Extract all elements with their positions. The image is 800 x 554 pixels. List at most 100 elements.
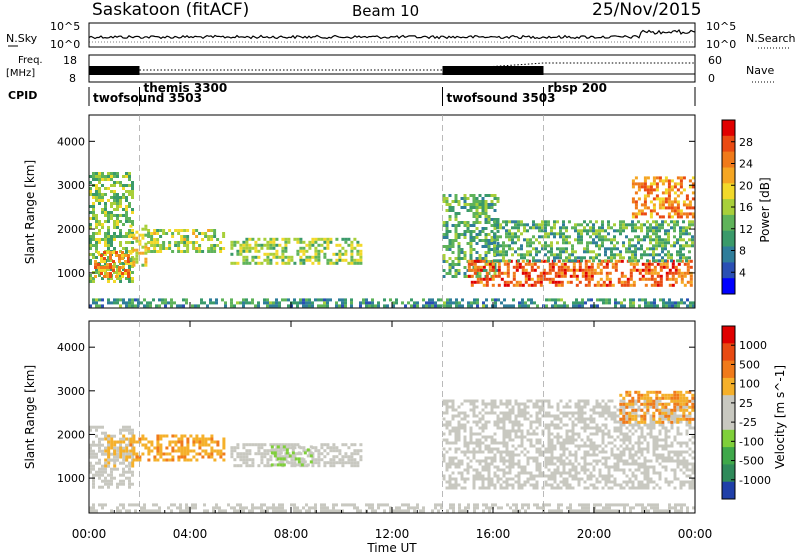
data-cell <box>92 211 95 214</box>
data-cell <box>536 280 540 284</box>
data-cell <box>634 411 638 415</box>
data-cell <box>499 259 502 263</box>
data-cell <box>523 253 526 257</box>
data-cell <box>299 452 303 456</box>
data-cell <box>502 438 506 442</box>
data-cell <box>595 432 599 436</box>
data-cell <box>605 274 609 278</box>
data-cell <box>101 238 104 241</box>
data-cell <box>574 444 578 448</box>
data-cell <box>655 402 659 406</box>
data-cell <box>650 268 654 272</box>
data-cell <box>671 271 675 275</box>
data-cell <box>128 485 131 489</box>
data-cell <box>485 274 489 278</box>
data-cell <box>637 226 640 230</box>
data-cell <box>661 393 665 397</box>
data-cell <box>655 444 659 448</box>
data-cell <box>661 411 665 415</box>
data-cell <box>692 301 695 305</box>
data-cell <box>135 239 139 243</box>
data-cell <box>179 304 182 308</box>
data-cell <box>484 423 488 427</box>
data-cell <box>442 245 446 248</box>
data-cell <box>631 426 635 430</box>
data-cell <box>273 448 277 452</box>
data-cell <box>653 280 657 284</box>
data-cell <box>150 244 154 247</box>
data-cell <box>658 417 662 421</box>
data-cell <box>122 223 125 226</box>
data-cell <box>95 193 98 196</box>
data-cell <box>210 250 214 253</box>
data-cell <box>281 503 284 507</box>
data-cell <box>676 253 679 257</box>
data-cell <box>251 443 255 447</box>
data-cell <box>539 506 542 510</box>
data-cell <box>156 434 160 438</box>
data-cell <box>266 261 270 265</box>
data-cell <box>269 261 273 265</box>
data-cell <box>691 182 695 186</box>
data-cell <box>548 268 552 272</box>
data-cell <box>599 298 602 302</box>
data-cell <box>254 261 258 265</box>
data-cell <box>541 226 544 230</box>
data-cell <box>631 256 634 260</box>
data-cell <box>640 223 643 227</box>
data-cell <box>338 249 342 253</box>
data-cell <box>586 444 590 448</box>
data-cell <box>347 461 351 465</box>
data-cell <box>521 259 525 263</box>
data-cell <box>299 446 303 450</box>
data-cell <box>578 301 581 305</box>
data-cell <box>523 465 527 469</box>
data-cell <box>508 220 511 224</box>
data-cell <box>185 509 188 513</box>
data-cell <box>168 244 172 247</box>
data-cell <box>688 244 691 248</box>
data-cell <box>595 447 599 451</box>
data-cell <box>213 235 217 238</box>
data-cell <box>457 251 461 254</box>
data-cell <box>153 250 157 253</box>
data-cell <box>92 449 95 453</box>
data-cell <box>631 462 635 466</box>
data-cell <box>281 237 285 241</box>
data-cell <box>272 246 276 250</box>
data-cell <box>302 304 305 308</box>
data-cell <box>131 470 134 474</box>
data-cell <box>631 402 635 406</box>
data-cell <box>224 509 227 513</box>
data-cell <box>580 420 584 424</box>
data-cell <box>454 477 458 481</box>
data-cell <box>553 462 557 466</box>
data-cell <box>676 176 680 180</box>
data-cell <box>664 191 668 195</box>
data-cell <box>218 509 221 513</box>
data-cell <box>317 452 321 456</box>
data-cell <box>131 271 134 274</box>
data-cell <box>448 209 452 212</box>
data-cell <box>529 238 532 242</box>
data-cell <box>634 212 638 216</box>
data-cell <box>656 271 660 275</box>
data-cell <box>691 238 694 242</box>
data-cell <box>335 304 338 308</box>
data-cell <box>236 464 240 468</box>
data-cell <box>266 304 269 308</box>
data-cell <box>478 432 482 436</box>
data-cell <box>317 464 321 468</box>
data-cell <box>266 506 269 510</box>
data-cell <box>596 509 599 513</box>
data-cell <box>491 274 495 278</box>
data-cell <box>125 172 128 175</box>
data-cell <box>112 251 115 254</box>
data-cell <box>682 256 685 260</box>
data-cell <box>574 250 577 254</box>
data-cell <box>691 215 695 219</box>
data-cell <box>478 411 482 415</box>
data-cell <box>341 301 344 305</box>
data-cell <box>670 411 674 415</box>
data-cell <box>547 459 551 463</box>
